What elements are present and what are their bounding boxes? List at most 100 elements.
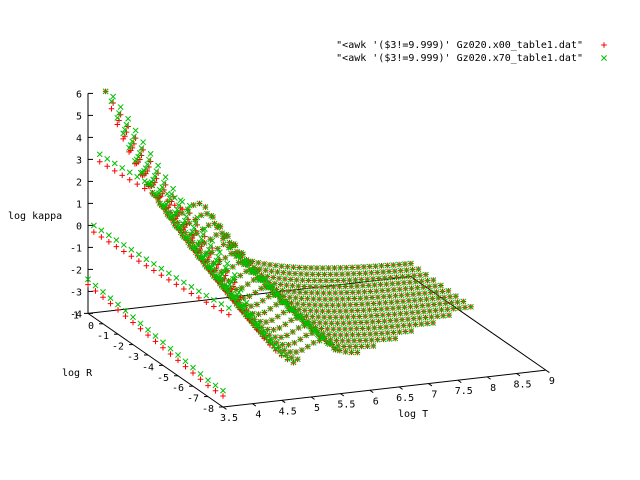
data-point [291, 288, 298, 295]
data-point [218, 307, 225, 314]
data-point [373, 288, 380, 295]
data-point [462, 304, 468, 311]
data-point [287, 276, 294, 283]
data-point [366, 263, 373, 270]
data-point [370, 342, 377, 349]
data-point [98, 227, 105, 234]
data-point [352, 343, 359, 350]
data-point [172, 210, 179, 216]
data-point [188, 290, 195, 297]
data-point [228, 250, 235, 257]
data-point [437, 282, 444, 289]
data-point [160, 203, 167, 210]
data-point [261, 260, 268, 267]
data-point [349, 331, 356, 338]
data-point [424, 277, 431, 284]
data-point [226, 239, 233, 246]
y-tick-label: -8 [202, 404, 214, 415]
data-point [402, 261, 408, 268]
data-point [382, 299, 389, 306]
data-point [417, 272, 423, 279]
data-point [359, 282, 366, 289]
x-tick-label: 6 [373, 396, 379, 407]
data-point [326, 341, 333, 347]
data-point [246, 293, 253, 300]
x-tick-label: 8.5 [513, 380, 531, 391]
data-point [181, 286, 187, 292]
data-point [136, 258, 142, 264]
data-point [263, 319, 270, 326]
data-point [209, 214, 216, 221]
data-point [412, 321, 419, 328]
x-tick [428, 383, 433, 387]
data-point [183, 213, 190, 220]
data-point [247, 260, 254, 267]
data-point [432, 307, 439, 314]
data-point [188, 283, 195, 290]
z-tick-label: 3 [76, 155, 82, 166]
data-point [90, 222, 97, 229]
x-tick [398, 386, 403, 390]
data-point [226, 311, 232, 318]
data-point [426, 283, 433, 290]
x-axis-label: log T [398, 409, 428, 420]
data-point [358, 301, 365, 308]
data-point [215, 253, 222, 260]
data-point [373, 312, 380, 319]
data-point [384, 305, 390, 312]
data-point [354, 349, 361, 356]
data-point [205, 382, 211, 389]
data-point [212, 388, 219, 394]
data-point [217, 223, 224, 230]
data-point [186, 202, 193, 209]
legend-entry-x00: "<awk '($3!=9.999)' Gz020.x00_table1.dat… [336, 40, 583, 51]
data-point [364, 343, 371, 350]
data-point [191, 224, 197, 231]
data-point [250, 277, 257, 283]
data-point [225, 244, 232, 251]
data-point [274, 269, 281, 275]
data-point [313, 328, 320, 335]
data-point [390, 286, 397, 293]
data-point [456, 305, 463, 311]
data-point [368, 337, 375, 343]
data-point [367, 288, 374, 295]
data-point [388, 299, 395, 306]
data-point [317, 302, 324, 309]
data-point [352, 319, 359, 326]
x-tick-label: 4 [255, 410, 261, 421]
data-point [438, 306, 445, 313]
data-point [380, 269, 387, 275]
data-point [378, 262, 385, 269]
legend-marker-x70 [601, 55, 607, 61]
data-point [165, 199, 172, 205]
data-point [348, 307, 355, 314]
data-point [357, 319, 364, 326]
data-point [181, 217, 188, 224]
data-point [398, 292, 405, 299]
data-point [277, 348, 284, 355]
data-point [137, 156, 143, 163]
data-point [243, 268, 250, 275]
data-point [365, 282, 372, 289]
data-point [175, 357, 181, 364]
data-point [117, 104, 124, 111]
data-point [305, 277, 312, 284]
data-point [195, 242, 202, 249]
data-point [259, 297, 266, 304]
data-point [85, 281, 91, 288]
data-point [126, 169, 133, 176]
data-point [198, 235, 205, 242]
data-point [131, 133, 137, 140]
data-point [302, 289, 309, 296]
data-point [155, 197, 162, 204]
z-tick-label: 5 [76, 111, 82, 122]
data-point [343, 289, 350, 296]
data-point [294, 356, 301, 363]
data-point [205, 377, 211, 384]
data-point [404, 316, 411, 323]
data-point [442, 300, 449, 307]
data-point [161, 179, 167, 186]
data-point [327, 314, 333, 321]
data-point [122, 133, 128, 140]
